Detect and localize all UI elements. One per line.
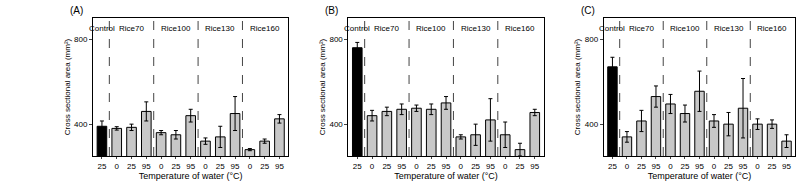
svg-text:95: 95 bbox=[397, 162, 406, 171]
svg-text:0: 0 bbox=[248, 162, 253, 171]
svg-text:800: 800 bbox=[329, 35, 343, 44]
svg-text:25: 25 bbox=[171, 162, 180, 171]
svg-text:0: 0 bbox=[159, 162, 164, 171]
svg-text:95: 95 bbox=[442, 162, 451, 171]
svg-text:Rice70: Rice70 bbox=[119, 24, 144, 33]
svg-text:(B): (B) bbox=[325, 5, 338, 16]
svg-text:Rice100: Rice100 bbox=[670, 24, 700, 33]
svg-text:95: 95 bbox=[652, 162, 661, 171]
svg-text:25: 25 bbox=[382, 162, 391, 171]
svg-text:25: 25 bbox=[353, 162, 362, 171]
svg-text:800: 800 bbox=[585, 35, 599, 44]
svg-text:(C): (C) bbox=[581, 5, 595, 16]
svg-text:0: 0 bbox=[712, 162, 717, 171]
svg-text:25: 25 bbox=[471, 162, 480, 171]
svg-text:Rice160: Rice160 bbox=[757, 24, 787, 33]
svg-text:Rice130: Rice130 bbox=[714, 24, 744, 33]
svg-text:Rice160: Rice160 bbox=[250, 24, 280, 33]
svg-text:0: 0 bbox=[503, 162, 508, 171]
svg-text:95: 95 bbox=[486, 162, 495, 171]
svg-text:0: 0 bbox=[625, 162, 630, 171]
svg-text:Temperature of water (°C): Temperature of water (°C) bbox=[394, 171, 498, 181]
svg-text:Control: Control bbox=[344, 24, 370, 33]
svg-text:0: 0 bbox=[370, 162, 375, 171]
svg-text:(A): (A) bbox=[70, 5, 83, 16]
svg-text:0: 0 bbox=[414, 162, 419, 171]
svg-text:25: 25 bbox=[681, 162, 690, 171]
svg-text:25: 25 bbox=[216, 162, 225, 171]
svg-text:25: 25 bbox=[637, 162, 646, 171]
svg-text:25: 25 bbox=[260, 162, 269, 171]
svg-text:0: 0 bbox=[115, 162, 120, 171]
svg-text:Cross sectional area (mm²): Cross sectional area (mm²) bbox=[573, 38, 582, 135]
svg-text:95: 95 bbox=[782, 162, 791, 171]
svg-text:Rice160: Rice160 bbox=[505, 24, 535, 33]
svg-text:400: 400 bbox=[329, 120, 343, 129]
svg-text:Cross sectional area (mm²): Cross sectional area (mm²) bbox=[63, 38, 72, 135]
svg-text:Rice100: Rice100 bbox=[416, 24, 446, 33]
svg-text:25: 25 bbox=[724, 162, 733, 171]
svg-text:400: 400 bbox=[74, 120, 88, 129]
svg-text:25: 25 bbox=[127, 162, 136, 171]
svg-text:95: 95 bbox=[695, 162, 704, 171]
svg-text:Temperature of water (°C): Temperature of water (°C) bbox=[139, 171, 243, 181]
svg-text:0: 0 bbox=[459, 162, 464, 171]
svg-text:25: 25 bbox=[516, 162, 525, 171]
svg-text:Temperature of water (°C): Temperature of water (°C) bbox=[648, 171, 752, 181]
svg-text:0: 0 bbox=[203, 162, 208, 171]
svg-text:Rice70: Rice70 bbox=[374, 24, 399, 33]
svg-text:Rice130: Rice130 bbox=[461, 24, 491, 33]
svg-text:Cross sectional area (mm²): Cross sectional area (mm²) bbox=[318, 38, 327, 135]
svg-text:Rice70: Rice70 bbox=[629, 24, 654, 33]
svg-text:95: 95 bbox=[231, 162, 240, 171]
svg-text:25: 25 bbox=[608, 162, 617, 171]
svg-text:Rice130: Rice130 bbox=[205, 24, 235, 33]
svg-text:95: 95 bbox=[530, 162, 539, 171]
svg-text:95: 95 bbox=[275, 162, 284, 171]
svg-text:0: 0 bbox=[755, 162, 760, 171]
svg-text:Rice100: Rice100 bbox=[161, 24, 191, 33]
svg-text:95: 95 bbox=[739, 162, 748, 171]
svg-text:25: 25 bbox=[97, 162, 106, 171]
svg-text:Control: Control bbox=[599, 24, 625, 33]
svg-text:95: 95 bbox=[186, 162, 195, 171]
svg-text:25: 25 bbox=[427, 162, 436, 171]
svg-text:0: 0 bbox=[668, 162, 673, 171]
svg-text:400: 400 bbox=[585, 120, 599, 129]
svg-text:95: 95 bbox=[142, 162, 151, 171]
svg-text:800: 800 bbox=[74, 35, 88, 44]
svg-text:25: 25 bbox=[768, 162, 777, 171]
svg-text:Control: Control bbox=[89, 24, 115, 33]
